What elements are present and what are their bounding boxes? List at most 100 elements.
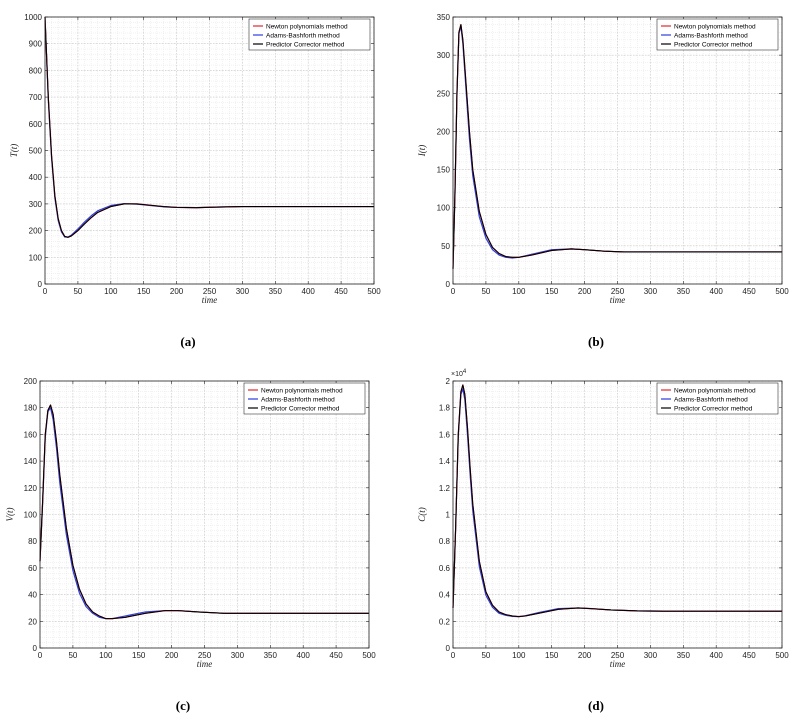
chart-panel-a: 0 50 100 150 200 250 300 350 400 450 500 0 100 200 300… (9, 13, 381, 349)
x-tick-label: 0 (43, 287, 48, 296)
legend-entry: Newton polynomials method (266, 23, 348, 30)
y-tick-label: 2 (446, 377, 451, 386)
series-line-predictor-corrector-method (452, 384, 782, 618)
x-tick-label: 500 (775, 651, 789, 660)
x-tick-label: 150 (137, 287, 151, 296)
x-tick-label: 350 (264, 651, 278, 660)
x-tick-label: 450 (329, 651, 343, 660)
y-tick-label: 1.6 (439, 430, 451, 439)
x-tick-label: 250 (198, 651, 212, 660)
x-tick-label: 0 (451, 651, 456, 660)
y-axis-label: T(t) (9, 144, 19, 158)
legend-entry: Adams-Bashforth method (674, 32, 748, 39)
x-tick-label: 400 (297, 651, 311, 660)
panel-caption: (c) (176, 698, 190, 713)
x-tick-label: 300 (644, 651, 658, 660)
y-tick-label: 160 (24, 430, 38, 439)
legend-box (656, 18, 779, 51)
y-tick-label: 200 (437, 127, 451, 136)
chart-panel-b: 0 50 100 150 200 250 300 350 400 450 500 0 50 100 150 2… (417, 13, 789, 349)
legend-entry: Adams-Bashforth method (266, 32, 340, 39)
x-tick-label: 250 (611, 651, 625, 660)
y-tick-label: 0.8 (439, 537, 451, 546)
x-tick-label: 50 (73, 287, 82, 296)
y-tick-label: 500 (29, 147, 43, 156)
y-tick-label: 1.4 (439, 457, 451, 466)
y-tick-label: 140 (24, 457, 38, 466)
x-tick-label: 200 (165, 651, 179, 660)
y-tick-label: 120 (24, 484, 38, 493)
legend: Newton polynomials method Adams-Bashforth… (656, 382, 779, 415)
legend: Newton polynomials method Adams-Bashforth… (243, 382, 366, 415)
x-tick-label: 200 (578, 651, 592, 660)
x-tick-label: 50 (481, 651, 490, 660)
y-tick-label: 100 (24, 511, 38, 520)
x-tick-label: 450 (334, 287, 348, 296)
series-line-predictor-corrector-method (39, 404, 369, 620)
y-tick-label: 100 (29, 253, 43, 262)
y-tick-label: 0 (446, 280, 451, 289)
x-tick-label: 100 (99, 651, 113, 660)
legend-entry: Predictor Corrector method (266, 41, 345, 48)
y-tick-label: 900 (29, 40, 43, 49)
y-tick-label: 200 (29, 227, 43, 236)
y-tick-label: 1.2 (439, 484, 451, 493)
y-tick-label: 40 (28, 591, 37, 600)
x-tick-label: 400 (710, 287, 724, 296)
x-tick-label: 150 (545, 651, 559, 660)
x-axis-label: time (197, 659, 213, 669)
y-tick-label: 0.2 (439, 617, 451, 626)
legend-entry: Predictor Corrector method (674, 405, 753, 412)
x-tick-label: 200 (578, 287, 592, 296)
y-exponent-label: ×104 (451, 369, 467, 378)
chart-panel-c: 0 50 100 150 200 250 300 350 400 450 500 0 20 40 60 80 1… (5, 377, 376, 713)
x-tick-label: 350 (677, 651, 691, 660)
x-tick-label: 0 (451, 287, 456, 296)
x-tick-label: 400 (302, 287, 316, 296)
y-tick-label: 0 (446, 644, 451, 653)
y-tick-label: 200 (24, 377, 38, 386)
y-tick-label: 600 (29, 120, 43, 129)
y-tick-label: 50 (441, 242, 450, 251)
x-tick-label: 50 (68, 651, 77, 660)
x-axis-label: time (610, 295, 626, 305)
y-tick-label: 20 (28, 617, 37, 626)
legend: Newton polynomials method Adams-Bashforth… (656, 18, 779, 51)
x-tick-label: 450 (742, 287, 756, 296)
x-tick-label: 100 (512, 287, 526, 296)
legend-box (248, 18, 371, 51)
x-tick-label: 450 (742, 651, 756, 660)
x-tick-label: 100 (104, 287, 118, 296)
legend-entry: Newton polynomials method (261, 387, 343, 394)
legend-entry: Adams-Bashforth method (674, 396, 748, 403)
y-axis-label: C(t) (417, 507, 427, 522)
legend-box (243, 382, 366, 415)
y-tick-label: 0.6 (439, 564, 451, 573)
y-tick-label: 180 (24, 404, 38, 413)
x-tick-label: 150 (132, 651, 146, 660)
legend: Newton polynomials method Adams-Bashforth… (248, 18, 371, 51)
x-tick-label: 0 (38, 651, 43, 660)
y-tick-label: 0.4 (439, 591, 451, 600)
series-line-predictor-corrector-method (44, 16, 374, 238)
y-tick-label: 700 (29, 93, 43, 102)
x-tick-label: 350 (269, 287, 283, 296)
legend-entry: Newton polynomials method (674, 23, 756, 30)
y-tick-label: 150 (437, 166, 451, 175)
panel-caption: (a) (180, 334, 195, 349)
y-tick-label: 250 (437, 89, 451, 98)
x-tick-label: 500 (362, 651, 376, 660)
y-tick-label: 800 (29, 66, 43, 75)
x-tick-label: 300 (231, 651, 245, 660)
y-tick-label: 0 (33, 644, 38, 653)
y-axis-label: I(t) (417, 145, 427, 158)
y-tick-label: 1 (446, 511, 451, 520)
panel-caption: (b) (588, 334, 604, 349)
x-tick-label: 150 (545, 287, 559, 296)
x-tick-label: 400 (710, 651, 724, 660)
x-tick-label: 200 (170, 287, 184, 296)
panel-caption: (d) (588, 698, 604, 713)
y-tick-label: 1000 (24, 13, 42, 22)
legend-entry: Predictor Corrector method (674, 41, 753, 48)
